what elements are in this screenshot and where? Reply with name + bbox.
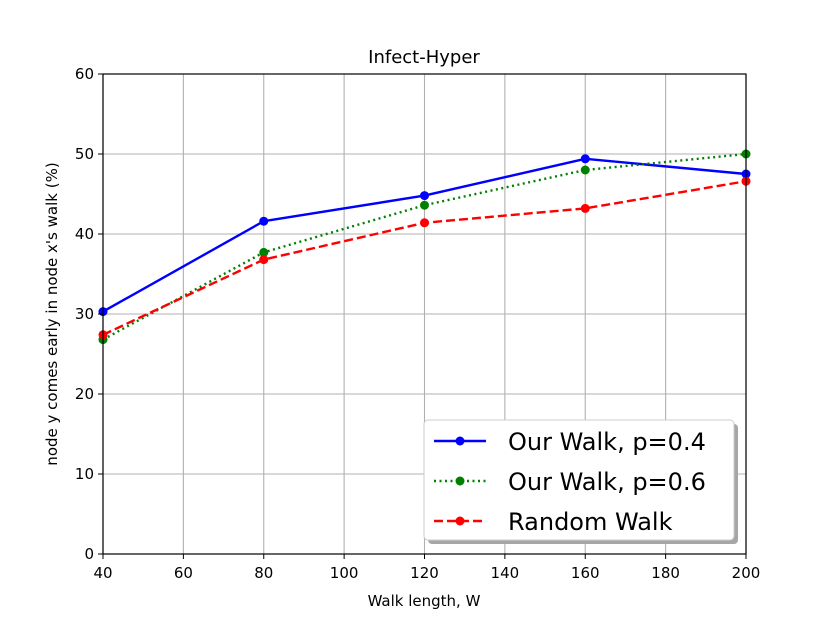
legend-entry: Random Walk — [434, 508, 673, 536]
legend-swatch-marker — [455, 476, 465, 486]
x-tick-label: 60 — [174, 564, 193, 582]
data-point — [420, 191, 429, 201]
legend-entry: Our Walk, p=0.6 — [434, 468, 706, 496]
y-axis-ticks: 0 10 20 30 40 50 60 — [75, 65, 103, 563]
legend-swatch-marker — [455, 516, 465, 526]
x-axis-ticks: 40 60 80 100 120 140 160 180 200 — [93, 554, 760, 582]
y-tick-label: 40 — [75, 225, 94, 243]
data-point — [580, 203, 590, 213]
y-tick-label: 30 — [75, 305, 94, 323]
x-tick-label: 80 — [254, 564, 273, 582]
y-tick-label: 50 — [75, 145, 94, 163]
x-tick-label: 120 — [410, 564, 439, 582]
legend-entry: Our Walk, p=0.4 — [434, 428, 706, 456]
series-line — [102, 152, 747, 341]
legend-label: Our Walk, p=0.6 — [508, 468, 706, 496]
data-point — [259, 216, 269, 226]
legend-box — [423, 419, 735, 541]
legend-label: Our Walk, p=0.4 — [508, 428, 706, 456]
x-axis-label: Walk length, W — [368, 592, 481, 610]
x-tick-label: 100 — [330, 564, 359, 582]
data-point — [420, 218, 429, 228]
x-tick-label: 140 — [491, 564, 520, 582]
x-tick-label: 160 — [571, 564, 600, 582]
data-point — [580, 165, 590, 175]
data-point — [420, 200, 429, 210]
legend-label: Random Walk — [508, 508, 673, 536]
y-tick-label: 0 — [84, 545, 94, 563]
legend: Our Walk, p=0.4 Our Walk, p=0.6 Random Wal… — [423, 419, 738, 544]
y-tick-label: 10 — [75, 465, 94, 483]
y-tick-label: 20 — [75, 385, 94, 403]
data-point — [259, 247, 269, 257]
y-tick-label: 60 — [75, 65, 94, 83]
x-tick-label: 40 — [93, 564, 112, 582]
x-tick-label: 200 — [732, 564, 761, 582]
data-point — [580, 154, 590, 164]
chart-title: Infect-Hyper — [368, 47, 480, 68]
x-tick-label: 180 — [651, 564, 680, 582]
legend-swatch-marker — [455, 436, 465, 446]
data-point — [259, 255, 269, 265]
y-axis-label: node y comes early in node x's walk (%) — [43, 162, 61, 465]
